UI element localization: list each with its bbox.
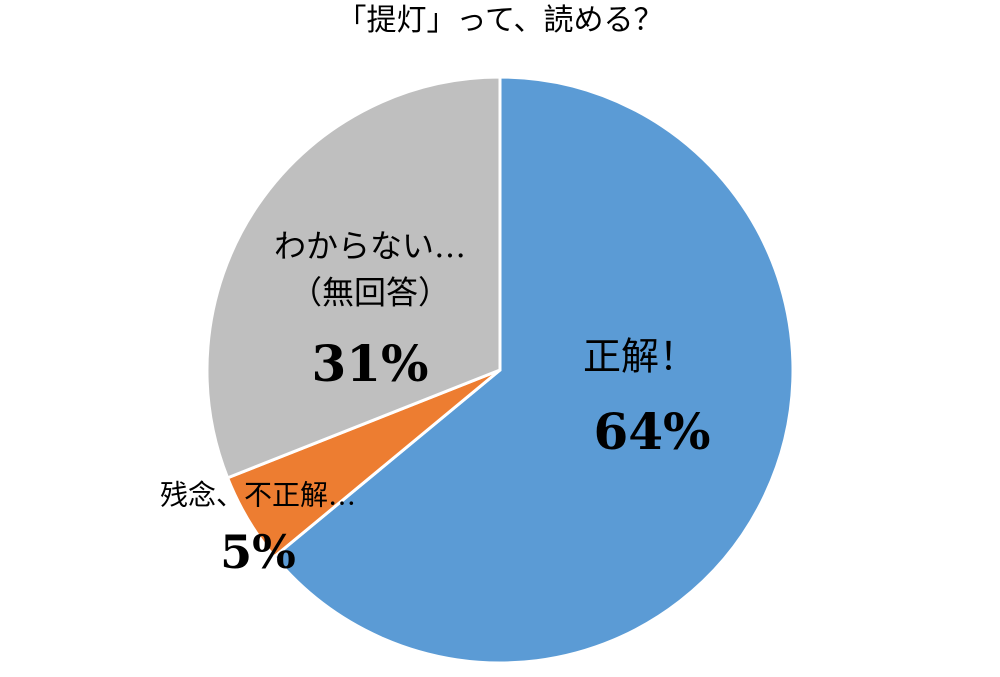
value-label: 5% [220, 525, 296, 579]
value-label: 31% [311, 334, 428, 393]
slice-label: わからない…（無回答） [274, 227, 466, 311]
value-label: 64% [593, 402, 710, 461]
pie-slice [272, 75, 795, 665]
slice-label: 残念、不正解… [160, 479, 356, 512]
chart-title: 「提灯」って、読める？ [337, 3, 664, 38]
slice-label: 正解！ [583, 335, 697, 379]
pie-slice [205, 75, 502, 480]
